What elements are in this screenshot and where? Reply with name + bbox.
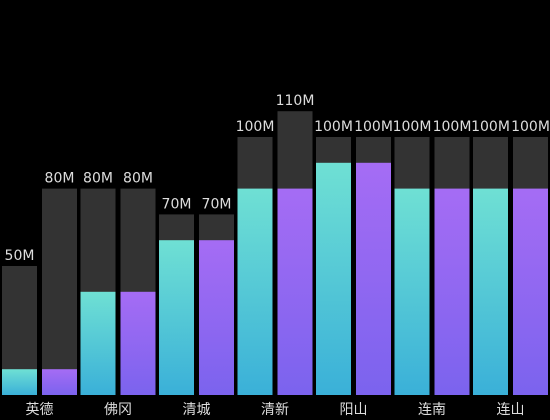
bar-value-label-3-1: 110M [276,93,315,109]
bar-value-label-3-0: 100M [236,119,275,135]
bar-fill-4-0 [316,162,351,395]
bar-value-label-5-0: 100M [393,119,432,135]
bar-value-label-4-1: 100M [354,119,393,135]
bar-value-label-2-0: 70M [162,196,192,212]
bar-value-label-4-0: 100M [314,119,353,135]
bar-value-label-1-1: 80M [123,171,153,187]
x-tick-label-0: 英德 [26,401,54,418]
x-tick-label-4: 阳山 [340,402,368,418]
bar-value-label-2-1: 70M [202,196,232,212]
x-tick-label-1: 佛冈 [104,402,132,418]
x-tick-label-6: 连山 [497,402,525,418]
x-tick-label-2: 清城 [183,402,211,418]
x-tick-label-5: 连南 [418,402,446,418]
bar-value-label-1-0: 80M [83,171,113,187]
bar-fill-6-0 [473,188,508,395]
bar-fill-0-1 [42,369,77,395]
bar-fill-4-1 [356,162,391,395]
bar-value-label-0-1: 80M [45,171,75,187]
bar-fill-2-1 [199,240,234,395]
bar-fill-0-0 [2,369,37,395]
bar-fill-2-0 [159,240,194,395]
bar-fill-5-0 [394,188,430,395]
bar-track-0-1 [42,188,77,395]
bar-fill-3-1 [277,188,313,395]
bar-fill-6-1 [513,188,548,395]
bar-fill-3-0 [237,188,273,395]
bar-fill-1-1 [120,291,156,395]
bar-fill-1-0 [80,291,116,395]
bar-value-label-5-1: 100M [433,119,472,135]
bar-value-label-6-1: 100M [511,119,550,135]
bar-value-label-0-0: 50M [5,248,35,264]
bar-fill-5-1 [434,188,470,395]
bar-value-label-6-0: 100M [471,119,510,135]
x-tick-label-3: 清新 [261,402,289,418]
